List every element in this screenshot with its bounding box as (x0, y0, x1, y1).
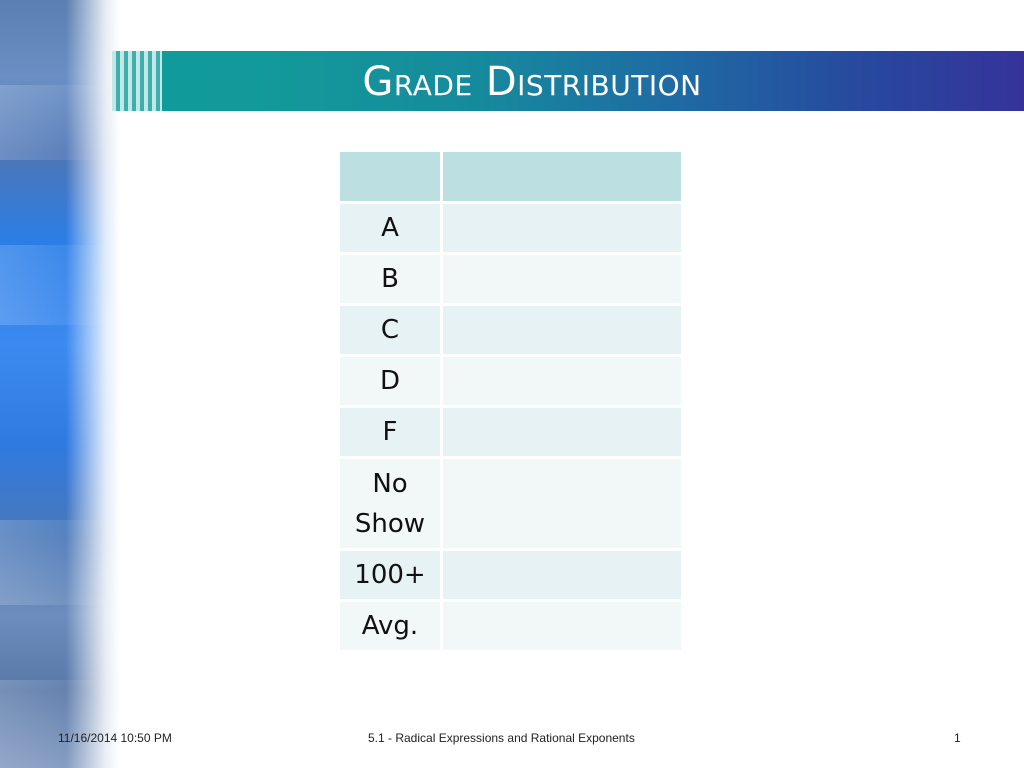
grade-value (443, 204, 684, 255)
table-row: C (340, 306, 684, 357)
header-cell-grade (340, 152, 443, 204)
strip-band (0, 680, 120, 768)
strip-band (0, 520, 120, 605)
table-row: B (340, 255, 684, 306)
grade-label: C (340, 306, 443, 357)
grade-label: D (340, 357, 443, 408)
table-row: Avg. (340, 602, 684, 653)
grade-value (443, 255, 684, 306)
grade-value (443, 602, 684, 653)
grade-distribution-table: A B C D F No Show 100+ Avg. (340, 152, 684, 653)
strip-band (0, 85, 120, 160)
grade-label: Avg. (340, 602, 443, 653)
footer-date: 11/16/2014 10:50 PM (58, 731, 172, 745)
title-bar (112, 51, 1024, 111)
table-row: 100+ (340, 551, 684, 602)
grade-label: B (340, 255, 443, 306)
table-row: D (340, 357, 684, 408)
table-header-row (340, 152, 684, 204)
grade-value (443, 551, 684, 602)
footer-page-number: 1 (954, 731, 961, 745)
grade-label: F (340, 408, 443, 459)
slide-title: Grade Distribution (362, 59, 702, 105)
grade-value (443, 408, 684, 459)
table-row: A (340, 204, 684, 255)
left-decorative-strip (0, 0, 120, 768)
grade-label: No Show (340, 459, 443, 551)
header-cell-count (443, 152, 684, 204)
grade-value (443, 357, 684, 408)
table-row: No Show (340, 459, 684, 551)
title-bar-fade (112, 51, 162, 111)
table-row: F (340, 408, 684, 459)
grade-label: 100+ (340, 551, 443, 602)
grade-value (443, 306, 684, 357)
footer-title: 5.1 - Radical Expressions and Rational E… (368, 731, 635, 745)
grade-label: A (340, 204, 443, 255)
grade-value (443, 459, 684, 551)
strip-band (0, 245, 120, 325)
